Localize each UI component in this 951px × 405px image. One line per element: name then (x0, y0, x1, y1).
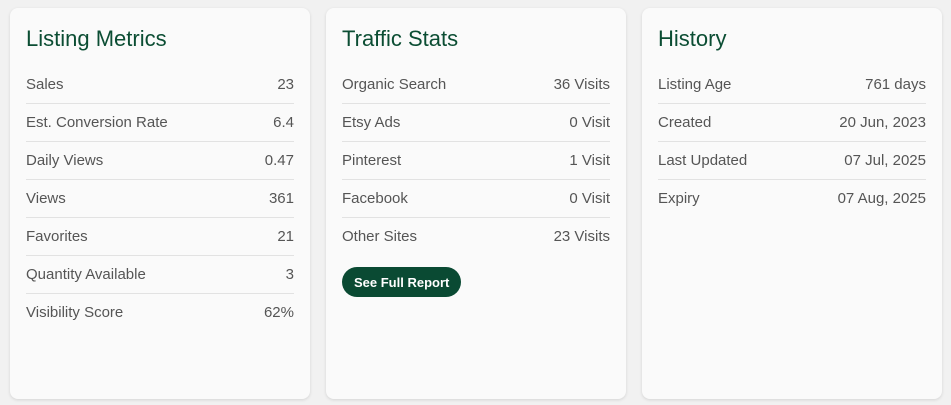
row-value: 20 Jun, 2023 (839, 114, 926, 131)
list-item: Daily Views 0.47 (26, 142, 294, 180)
row-value: 6.4 (273, 114, 294, 131)
list-item: Created 20 Jun, 2023 (658, 104, 926, 142)
row-value: 07 Jul, 2025 (844, 152, 926, 169)
row-label: Etsy Ads (342, 114, 401, 131)
list-item: Listing Age 761 days (658, 66, 926, 104)
list-item: Views 361 (26, 180, 294, 218)
card-title: Listing Metrics (26, 26, 167, 51)
row-value: 23 (277, 76, 294, 93)
row-value: 07 Aug, 2025 (837, 190, 926, 207)
row-label: Views (26, 190, 66, 207)
row-label: Est. Conversion Rate (26, 114, 168, 131)
list-item: Other Sites 23 Visits (342, 218, 610, 256)
list-item: Visibility Score 62% (26, 294, 294, 332)
list-item: Organic Search 36 Visits (342, 66, 610, 104)
row-label: Daily Views (26, 152, 104, 169)
list-item: Favorites 21 (26, 218, 294, 256)
row-label: Pinterest (342, 152, 402, 169)
row-value: 0 Visit (569, 190, 610, 207)
row-value: 1 Visit (569, 152, 610, 169)
row-value: 36 Visits (553, 76, 610, 93)
see-full-report-button[interactable]: See Full Report (342, 267, 462, 297)
card-title: History (658, 26, 727, 51)
traffic-list: Organic Search 36 Visits Etsy Ads 0 Visit Pi… (342, 66, 610, 256)
list-item: Est. Conversion Rate 6.4 (26, 104, 294, 142)
row-value: 62% (263, 304, 294, 321)
row-value: 21 (277, 228, 294, 245)
row-label: Sales (26, 76, 64, 93)
row-value: 0 Visit (569, 114, 610, 131)
card-title: Traffic Stats (342, 26, 459, 51)
traffic-stats-card: Traffic Stats Organic Search 36 Visits Ets… (326, 8, 626, 399)
listing-metrics-card: Listing Metrics Sales 23 Est. Conversion R… (10, 8, 310, 399)
row-label: Other Sites (342, 228, 418, 245)
row-label: Facebook (342, 190, 408, 207)
list-item: Pinterest 1 Visit (342, 142, 610, 180)
row-label: Expiry (658, 190, 700, 207)
list-item: Facebook 0 Visit (342, 180, 610, 218)
row-value: 0.47 (264, 152, 294, 169)
row-value: 23 Visits (553, 228, 610, 245)
list-item: Expiry 07 Aug, 2025 (658, 180, 926, 218)
row-label: Visibility Score (26, 304, 124, 321)
row-label: Organic Search (342, 76, 447, 93)
history-list: Listing Age 761 days Created 20 Jun, 2023 La… (658, 66, 926, 218)
history-card: History Listing Age 761 days Created 20 Jun… (642, 8, 942, 399)
row-label: Listing Age (658, 76, 732, 93)
row-value: 761 days (865, 76, 926, 93)
row-value: 3 (285, 266, 294, 283)
row-label: Favorites (26, 228, 88, 245)
row-value: 361 (268, 190, 294, 207)
list-item: Last Updated 07 Jul, 2025 (658, 142, 926, 180)
row-label: Created (658, 114, 712, 131)
metrics-list: Sales 23 Est. Conversion Rate 6.4 Daily View… (26, 66, 294, 332)
row-label: Last Updated (658, 152, 748, 169)
list-item: Quantity Available 3 (26, 256, 294, 294)
row-label: Quantity Available (26, 266, 146, 283)
list-item: Etsy Ads 0 Visit (342, 104, 610, 142)
list-item: Sales 23 (26, 66, 294, 104)
